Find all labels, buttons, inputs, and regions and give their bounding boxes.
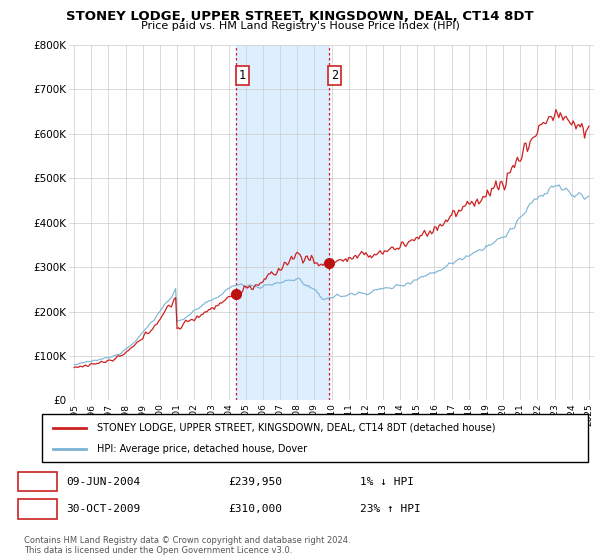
Text: Contains HM Land Registry data © Crown copyright and database right 2024.
This d: Contains HM Land Registry data © Crown c…	[24, 535, 350, 555]
Text: 1% ↓ HPI: 1% ↓ HPI	[360, 477, 414, 487]
Text: STONEY LODGE, UPPER STREET, KINGSDOWN, DEAL, CT14 8DT (detached house): STONEY LODGE, UPPER STREET, KINGSDOWN, D…	[97, 423, 495, 433]
Text: 2: 2	[331, 69, 338, 82]
Text: 1: 1	[239, 69, 246, 82]
Text: 1: 1	[34, 475, 41, 488]
FancyBboxPatch shape	[42, 414, 588, 462]
Bar	[236, 45, 329, 400]
Text: STONEY LODGE, UPPER STREET, KINGSDOWN, DEAL, CT14 8DT: STONEY LODGE, UPPER STREET, KINGSDOWN, D…	[66, 10, 534, 23]
Text: HPI: Average price, detached house, Dover: HPI: Average price, detached house, Dove…	[97, 444, 307, 454]
Text: 09-JUN-2004: 09-JUN-2004	[66, 477, 140, 487]
Text: Price paid vs. HM Land Registry's House Price Index (HPI): Price paid vs. HM Land Registry's House …	[140, 21, 460, 31]
Text: £239,950: £239,950	[228, 477, 282, 487]
FancyBboxPatch shape	[18, 500, 57, 519]
Text: 23% ↑ HPI: 23% ↑ HPI	[360, 504, 421, 514]
Text: 2: 2	[34, 502, 41, 516]
Text: £310,000: £310,000	[228, 504, 282, 514]
FancyBboxPatch shape	[18, 472, 57, 492]
Text: 30-OCT-2009: 30-OCT-2009	[66, 504, 140, 514]
